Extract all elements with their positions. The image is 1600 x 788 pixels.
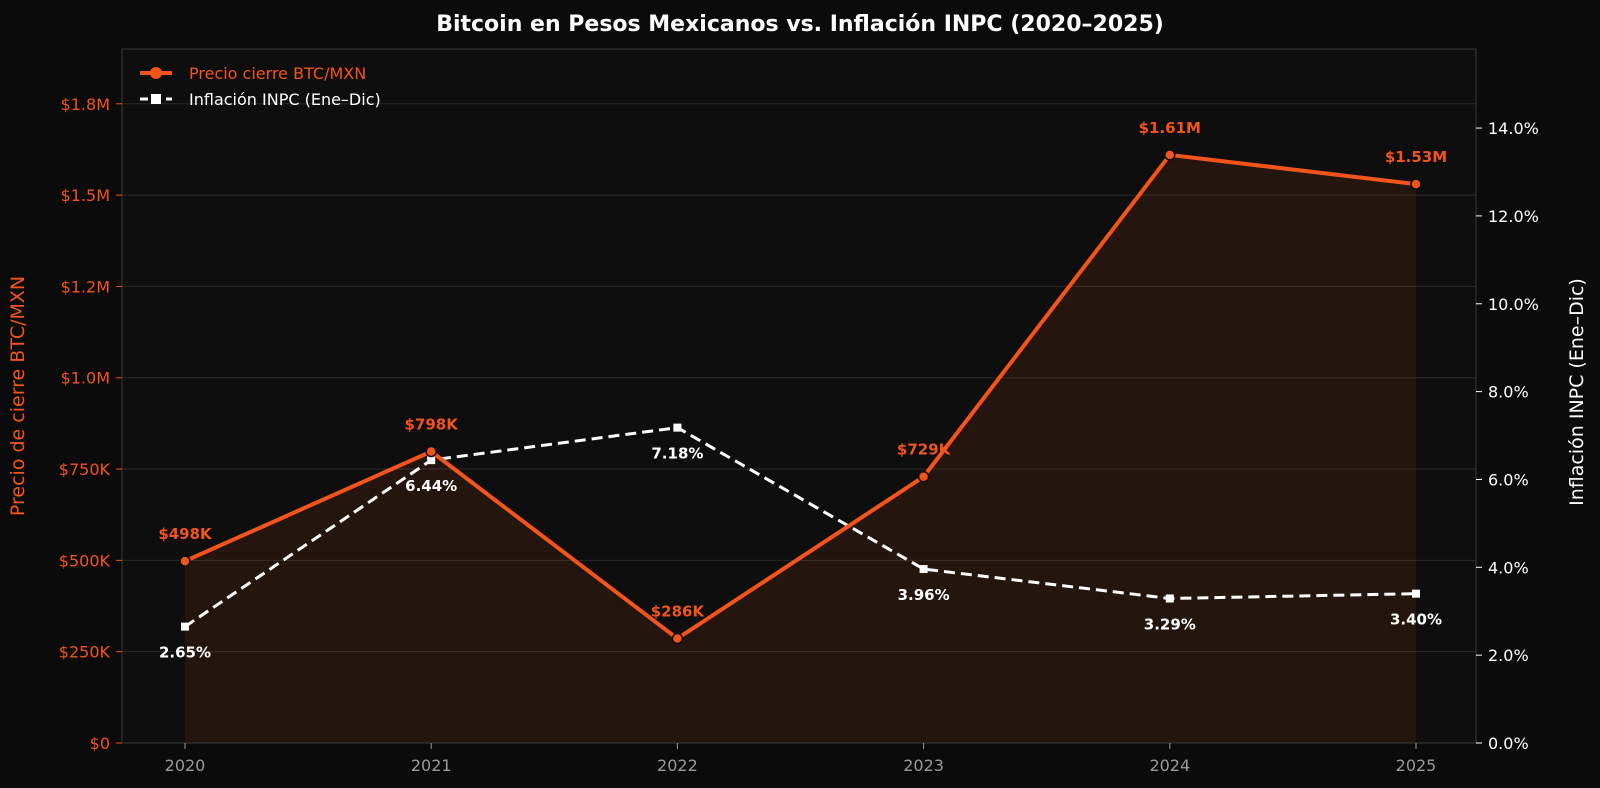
- inflation-point: [181, 622, 189, 631]
- inflation-data-label: 7.18%: [651, 445, 703, 463]
- y-tick-label-left: $1.5M: [61, 186, 110, 205]
- y-tick-label-right: 8.0%: [1488, 383, 1529, 402]
- btc-data-label: $498K: [158, 525, 213, 543]
- btc-data-label: $1.61M: [1139, 119, 1201, 137]
- y-tick-label-right: 4.0%: [1488, 558, 1529, 577]
- y-tick-label-right: 10.0%: [1488, 295, 1539, 314]
- inflation-point: [427, 456, 436, 465]
- plot-frame: [121, 48, 1477, 744]
- legend-btc-label: Precio cierre BTC/MXN: [189, 64, 366, 83]
- y-tick-label-right: 0.0%: [1488, 734, 1529, 753]
- y-tick-label-left: $250K: [59, 643, 111, 662]
- btc-point: [671, 632, 684, 645]
- y-tick-label-left: $750K: [59, 460, 111, 479]
- inflation-series: [181, 423, 1420, 631]
- inflation-point: [673, 423, 682, 432]
- y-tick-label-left: $1.2M: [61, 277, 110, 296]
- btc-data-label: $729K: [897, 441, 952, 459]
- inflation-data-label: 3.96%: [898, 586, 950, 604]
- inflation-line: [184, 426, 1417, 628]
- y-tick-label-right: 2.0%: [1488, 646, 1529, 665]
- y-tick-label-left: $1.0M: [61, 369, 110, 388]
- btc-area-fill: [185, 154, 1416, 743]
- inflation-point: [1412, 589, 1420, 598]
- y-axis-label-left: Precio de cierre BTC/MXN: [7, 276, 29, 516]
- legend-btc-marker: [150, 67, 162, 79]
- inflation-data-label: 2.65%: [159, 644, 211, 662]
- legend-inflation-marker: [151, 94, 161, 104]
- inflation-data-label: 6.44%: [405, 477, 457, 495]
- x-tick-label: 2023: [903, 756, 944, 775]
- chart-title: Bitcoin en Pesos Mexicanos vs. Inflación…: [436, 12, 1164, 37]
- btc-data-label: $286K: [651, 603, 706, 621]
- y-tick-label-left: $500K: [59, 551, 111, 570]
- y-tick-label-left: $1.8M: [61, 95, 110, 114]
- x-tick-label: 2024: [1149, 756, 1190, 775]
- y-tick-label-right: 14.0%: [1488, 119, 1539, 138]
- btc-series: [179, 149, 1422, 645]
- btc-data-label: $798K: [405, 416, 460, 434]
- axes-layer: $0 $250K $500K $750K $1.0M $1.2M $1.5M $1.8M 0.0…: [59, 48, 1539, 775]
- x-tick-label: 2020: [165, 756, 206, 775]
- btc-point: [425, 445, 437, 458]
- x-tick-label: 2025: [1396, 756, 1437, 775]
- y-tick-label-right: 6.0%: [1488, 470, 1529, 489]
- btc-point: [1164, 149, 1176, 161]
- x-tick-label: 2022: [657, 756, 698, 775]
- btc-point: [1410, 178, 1422, 190]
- area-fill-layer: [185, 154, 1416, 743]
- data-labels: $498K $798K $286K $729K $1.61M $1.53M 2.65% 6.4…: [158, 119, 1447, 662]
- btc-point: [917, 470, 930, 483]
- inflation-data-label: 3.40%: [1390, 611, 1442, 629]
- inflation-data-label: 3.29%: [1144, 615, 1196, 633]
- legend: Precio cierre BTC/MXN Inflación INPC (En…: [140, 64, 381, 109]
- legend-inflation-label: Inflación INPC (Ene–Dic): [189, 90, 381, 109]
- grid-lines: [122, 103, 1476, 653]
- y-axis-label-right: Inflación INPC (Ene–Dic): [1566, 278, 1588, 506]
- inflation-point: [919, 565, 928, 574]
- x-tick-label: 2021: [411, 756, 452, 775]
- y-tick-label-left: $0: [90, 734, 110, 753]
- btc-data-label: $1.53M: [1385, 148, 1447, 166]
- btc-line: [184, 152, 1417, 641]
- btc-point: [179, 555, 191, 567]
- y-tick-label-right: 12.0%: [1488, 207, 1539, 226]
- inflation-point: [1165, 594, 1174, 603]
